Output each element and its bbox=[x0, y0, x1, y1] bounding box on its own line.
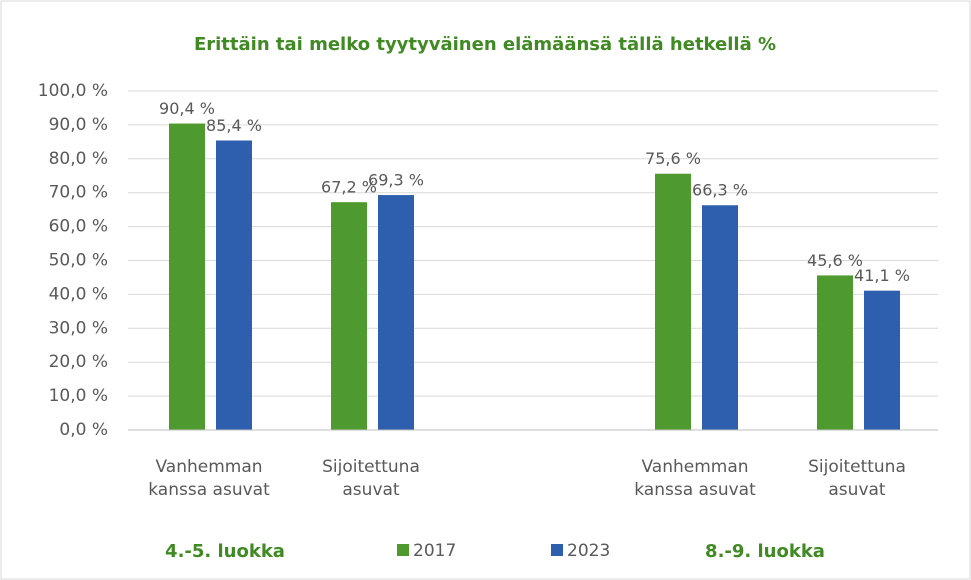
x-tick-label: Sijoitettuna asuvat bbox=[808, 457, 906, 500]
x-tick-label: Vanhemman kanssa asuvat bbox=[634, 457, 756, 500]
bar bbox=[216, 140, 252, 430]
value-label: 41,1 % bbox=[854, 266, 910, 285]
y-tick-label: 90,0 % bbox=[49, 115, 108, 135]
bar bbox=[655, 173, 691, 430]
x-tick-label: Vanhemman kanssa asuvat bbox=[148, 457, 270, 500]
y-tick-label: 70,0 % bbox=[49, 183, 108, 203]
y-tick-label: 100,0 % bbox=[38, 81, 108, 101]
y-tick-label: 0,0 % bbox=[59, 420, 108, 440]
group-label: 4.-5. luokka bbox=[165, 541, 285, 562]
bar bbox=[702, 205, 738, 430]
bar bbox=[169, 123, 205, 430]
legend-swatch bbox=[397, 544, 409, 556]
value-label: 67,2 % bbox=[321, 178, 377, 197]
y-tick-label: 10,0 % bbox=[49, 386, 108, 406]
value-label: 66,3 % bbox=[692, 181, 748, 200]
chart-title: Erittäin tai melko tyytyväinen elämäänsä… bbox=[194, 34, 776, 55]
legend-swatch bbox=[551, 544, 563, 556]
bar bbox=[331, 202, 367, 430]
value-label: 69,3 % bbox=[368, 171, 424, 190]
bar bbox=[864, 290, 900, 430]
value-label: 85,4 % bbox=[206, 116, 262, 135]
y-tick-label: 60,0 % bbox=[49, 217, 108, 237]
y-tick-label: 20,0 % bbox=[49, 352, 108, 372]
value-label: 90,4 % bbox=[159, 99, 215, 118]
value-label: 45,6 % bbox=[807, 251, 863, 270]
y-tick-label: 30,0 % bbox=[49, 318, 108, 338]
legend-label: 2023 bbox=[567, 541, 610, 561]
value-label: 75,6 % bbox=[645, 149, 701, 168]
y-tick-label: 50,0 % bbox=[49, 251, 108, 271]
y-tick-label: 40,0 % bbox=[49, 284, 108, 304]
legend-label: 2017 bbox=[413, 541, 456, 561]
x-tick-label: Sijoitettuna asuvat bbox=[322, 457, 420, 500]
bar bbox=[817, 275, 853, 430]
bar bbox=[378, 195, 414, 430]
group-label: 8.-9. luokka bbox=[705, 541, 825, 562]
y-tick-label: 80,0 % bbox=[49, 149, 108, 169]
